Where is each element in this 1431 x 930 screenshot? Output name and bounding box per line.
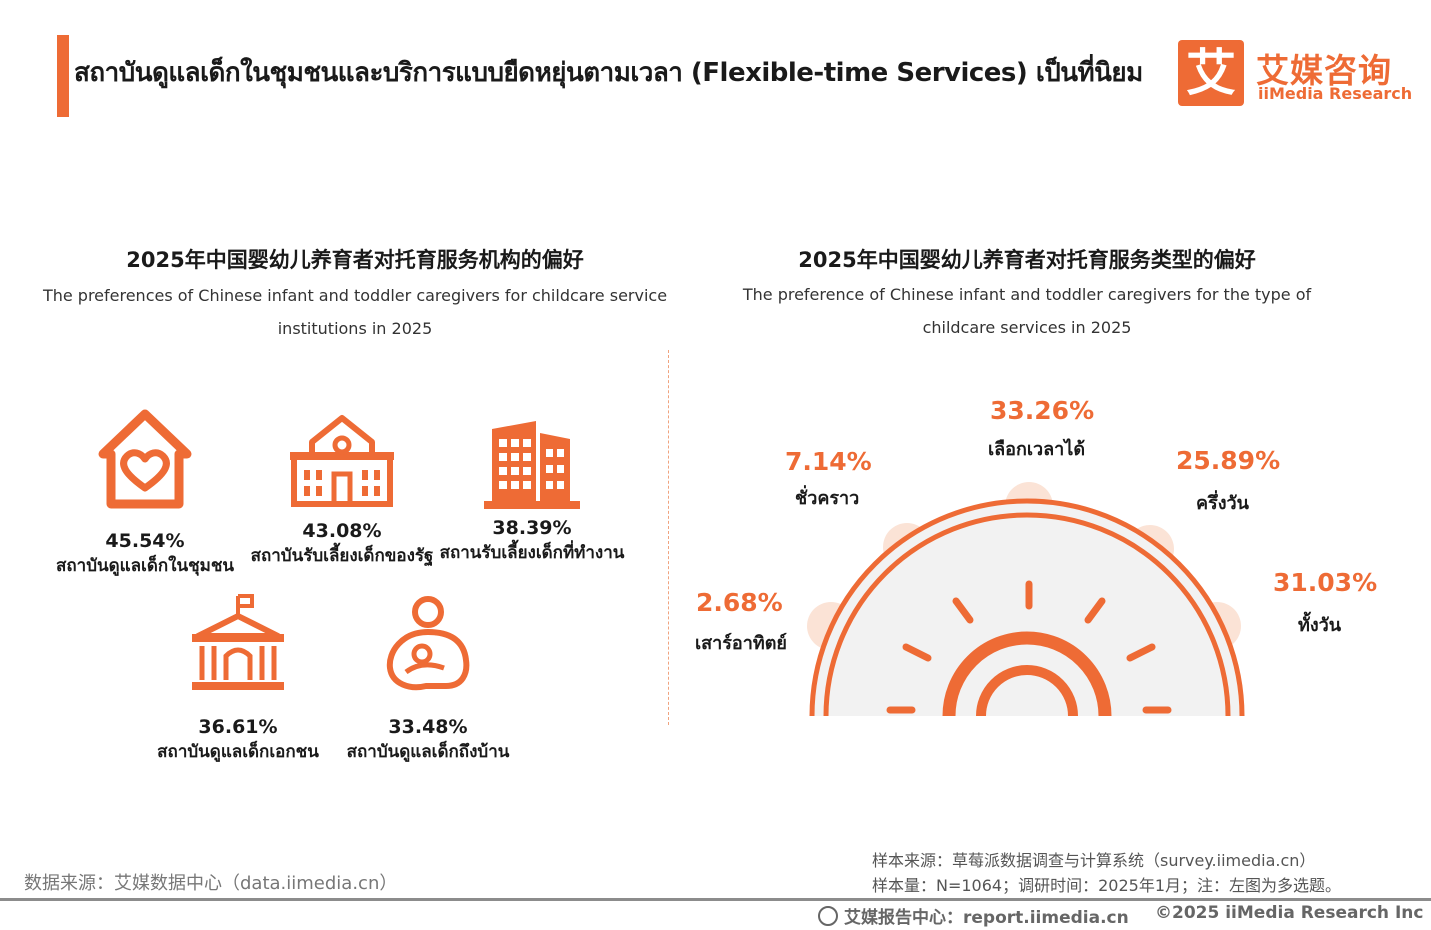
left-chart-title: 2025年中国婴幼儿养育者对托育服务机构的偏好	[126, 248, 584, 272]
service-type-value: 2.68%	[696, 588, 783, 617]
mother-child-icon	[386, 596, 470, 691]
institution-item: 45.54% สถาบันดูแลเด็กในชุมชน	[45, 408, 245, 579]
institution-item: 43.08% สถาบันรับเลี้ยงเด็กของรัฐ	[232, 412, 452, 569]
service-type-label: ชั่วคราว	[795, 488, 860, 509]
service-type-label: เสาร์อาทิตย์	[695, 633, 787, 654]
iimedia-logo: 艾 艾媒咨询 iiMedia Research	[1178, 40, 1412, 108]
institution-value: 43.08%	[302, 520, 382, 542]
sample-source-note: 样本来源：草莓派数据调查与计算系统（survey.iimedia.cn）	[872, 851, 1316, 870]
institution-label: สถาบันดูแลเด็กเอกชน	[157, 742, 319, 762]
institution-value: 33.48%	[388, 716, 468, 738]
report-center-text: 艾媒报告中心：report.iimedia.cn	[844, 908, 1129, 928]
left-chart-subtitle: The preferences of Chinese infant and to…	[42, 286, 668, 338]
institution-label: สถาบันดูแลเด็กในชุมชน	[55, 556, 234, 576]
page-title: สถาบันดูแลเด็กในชุมชนและบริการแบบยืดหยุ่…	[74, 58, 1143, 88]
copyright: ©2025 iiMedia Research Inc	[1155, 903, 1424, 923]
institution-item: 36.61% สถาบันดูแลเด็กเอกชน	[138, 594, 338, 765]
service-type-label: เลือกเวลาได้	[988, 439, 1086, 460]
data-source-note: 数据来源：艾媒数据中心（data.iimedia.cn）	[24, 873, 398, 894]
institution-item: 38.39% สถานรับเลี้ยงเด็กที่ทำงาน	[427, 419, 637, 566]
report-center-link: 艾媒报告中心：report.iimedia.cn	[818, 903, 1129, 928]
globe-icon	[818, 906, 838, 926]
service-type-value: 25.89%	[1176, 446, 1281, 475]
institution-value: 45.54%	[105, 530, 185, 552]
institution-label: สถานรับเลี้ยงเด็กที่ทำงาน	[439, 543, 625, 563]
service-type-label: ครึ่งวัน	[1196, 493, 1249, 514]
logo-mark: 艾	[1178, 40, 1244, 106]
institution-value: 38.39%	[492, 517, 572, 539]
service-type-label: ทั้งวัน	[1298, 615, 1342, 636]
sun-illustration	[807, 482, 1245, 717]
institution-label: สถาบันรับเลี้ยงเด็กของรัฐ	[250, 546, 434, 566]
office-building-icon	[484, 421, 580, 509]
service-type-value: 33.26%	[990, 396, 1095, 425]
flag-building-icon	[192, 594, 284, 690]
sample-size-note: 样本量：N=1064；调研时间：2025年1月；注：左图为多选题。	[872, 876, 1341, 895]
title-accent-bar	[57, 35, 69, 117]
right-chart-subtitle: The preference of Chinese infant and tod…	[742, 285, 1312, 337]
institution-label: สถาบันดูแลเด็กถึงบ้าน	[346, 742, 510, 762]
house-heart-icon	[98, 409, 192, 509]
right-chart-title: 2025年中国婴幼儿养育者对托育服务类型的偏好	[798, 248, 1256, 272]
logo-text-en: iiMedia Research	[1258, 84, 1413, 103]
footer-divider	[0, 898, 1431, 901]
school-building-icon	[290, 415, 394, 507]
service-type-value: 31.03%	[1273, 568, 1378, 597]
institution-item: 33.48% สถาบันดูแลเด็กถึงบ้าน	[328, 594, 528, 765]
logo-text-cn: 艾媒咨询	[1256, 51, 1392, 90]
institution-value: 36.61%	[198, 716, 278, 738]
center-divider	[668, 350, 669, 725]
service-type-value: 7.14%	[785, 447, 872, 476]
